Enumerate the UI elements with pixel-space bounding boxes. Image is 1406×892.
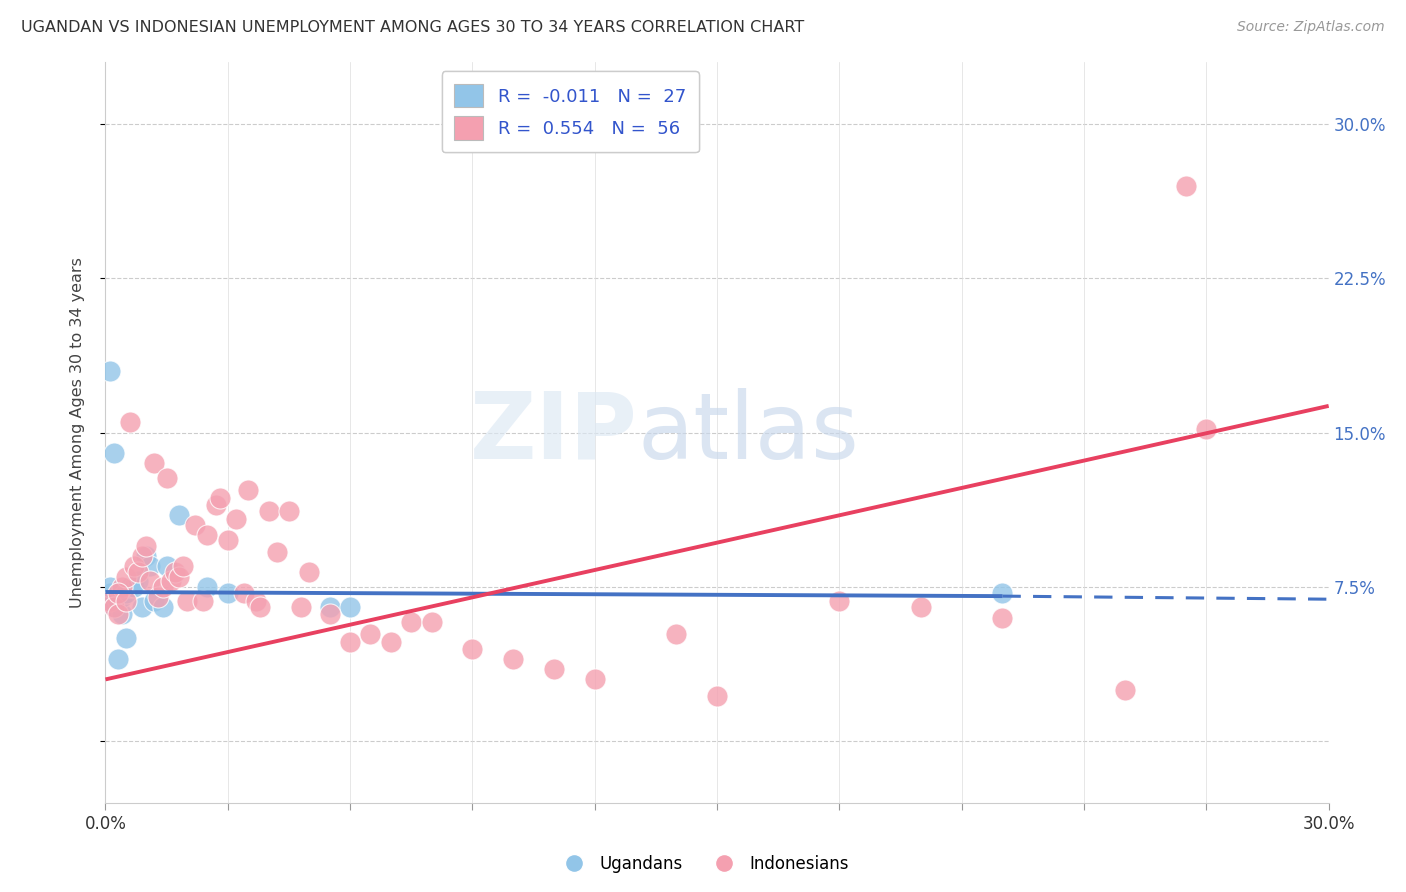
Point [360,627,382,641]
Point [910,600,932,615]
Text: Source: ZipAtlas.com: Source: ZipAtlas.com [1237,20,1385,34]
Point [204,498,226,512]
Legend: Ugandans, Indonesians: Ugandans, Indonesians [551,848,855,880]
Point [143,594,166,608]
Point [380,635,402,649]
Point [107,652,129,666]
Point [131,600,153,615]
Point [298,566,321,580]
Point [420,615,443,629]
Point [176,594,198,608]
Point [278,504,301,518]
Point [135,549,157,563]
Point [217,533,239,547]
Point [115,594,138,608]
Point [208,491,231,506]
Point [339,600,361,615]
Point [249,600,271,615]
Point [1175,178,1198,193]
Point [1114,682,1136,697]
Point [167,569,190,583]
Point [236,483,260,498]
Point [107,594,129,608]
Point [107,586,129,600]
Point [131,549,153,563]
Point [167,508,190,522]
Point [103,600,125,615]
Point [152,580,174,594]
Point [152,600,174,615]
Point [103,446,125,460]
Point [1195,421,1218,435]
Point [118,580,141,594]
Point [159,574,181,588]
Point [115,632,138,646]
Point [991,586,1014,600]
Text: ZIP: ZIP [470,388,637,477]
Point [217,586,239,600]
Point [318,600,342,615]
Point [148,590,170,604]
Point [583,673,606,687]
Point [172,559,194,574]
Point [118,415,141,429]
Point [98,594,121,608]
Point [139,574,162,588]
Point [197,580,219,594]
Point [193,594,215,608]
Point [543,662,565,676]
Point [225,512,247,526]
Point [339,635,361,649]
Point [98,586,121,600]
Point [991,611,1014,625]
Point [401,615,423,629]
Point [163,566,186,580]
Point [139,559,162,574]
Text: UGANDAN VS INDONESIAN UNEMPLOYMENT AMONG AGES 30 TO 34 YEARS CORRELATION CHART: UGANDAN VS INDONESIAN UNEMPLOYMENT AMONG… [21,20,804,35]
Y-axis label: Unemployment Among Ages 30 to 34 years: Unemployment Among Ages 30 to 34 years [70,257,84,608]
Point [115,586,138,600]
Point [107,607,129,621]
Point [245,594,267,608]
Point [233,586,256,600]
Point [706,689,728,703]
Point [156,471,179,485]
Point [828,594,851,608]
Point [127,566,149,580]
Point [111,607,134,621]
Point [156,559,179,574]
Point [318,607,342,621]
Point [461,641,484,656]
Point [122,559,145,574]
Point [665,627,688,641]
Point [103,600,125,615]
Point [290,600,312,615]
Point [184,518,207,533]
Point [98,594,121,608]
Point [135,539,157,553]
Text: atlas: atlas [637,388,859,477]
Point [502,652,524,666]
Point [197,528,219,542]
Point [122,580,145,594]
Point [143,457,166,471]
Point [257,504,280,518]
Point [98,580,121,594]
Point [115,569,138,583]
Point [266,545,288,559]
Legend: R =  -0.011   N =  27, R =  0.554   N =  56: R = -0.011 N = 27, R = 0.554 N = 56 [441,71,699,153]
Point [127,574,149,588]
Point [111,590,134,604]
Point [98,364,121,378]
Point [111,580,134,594]
